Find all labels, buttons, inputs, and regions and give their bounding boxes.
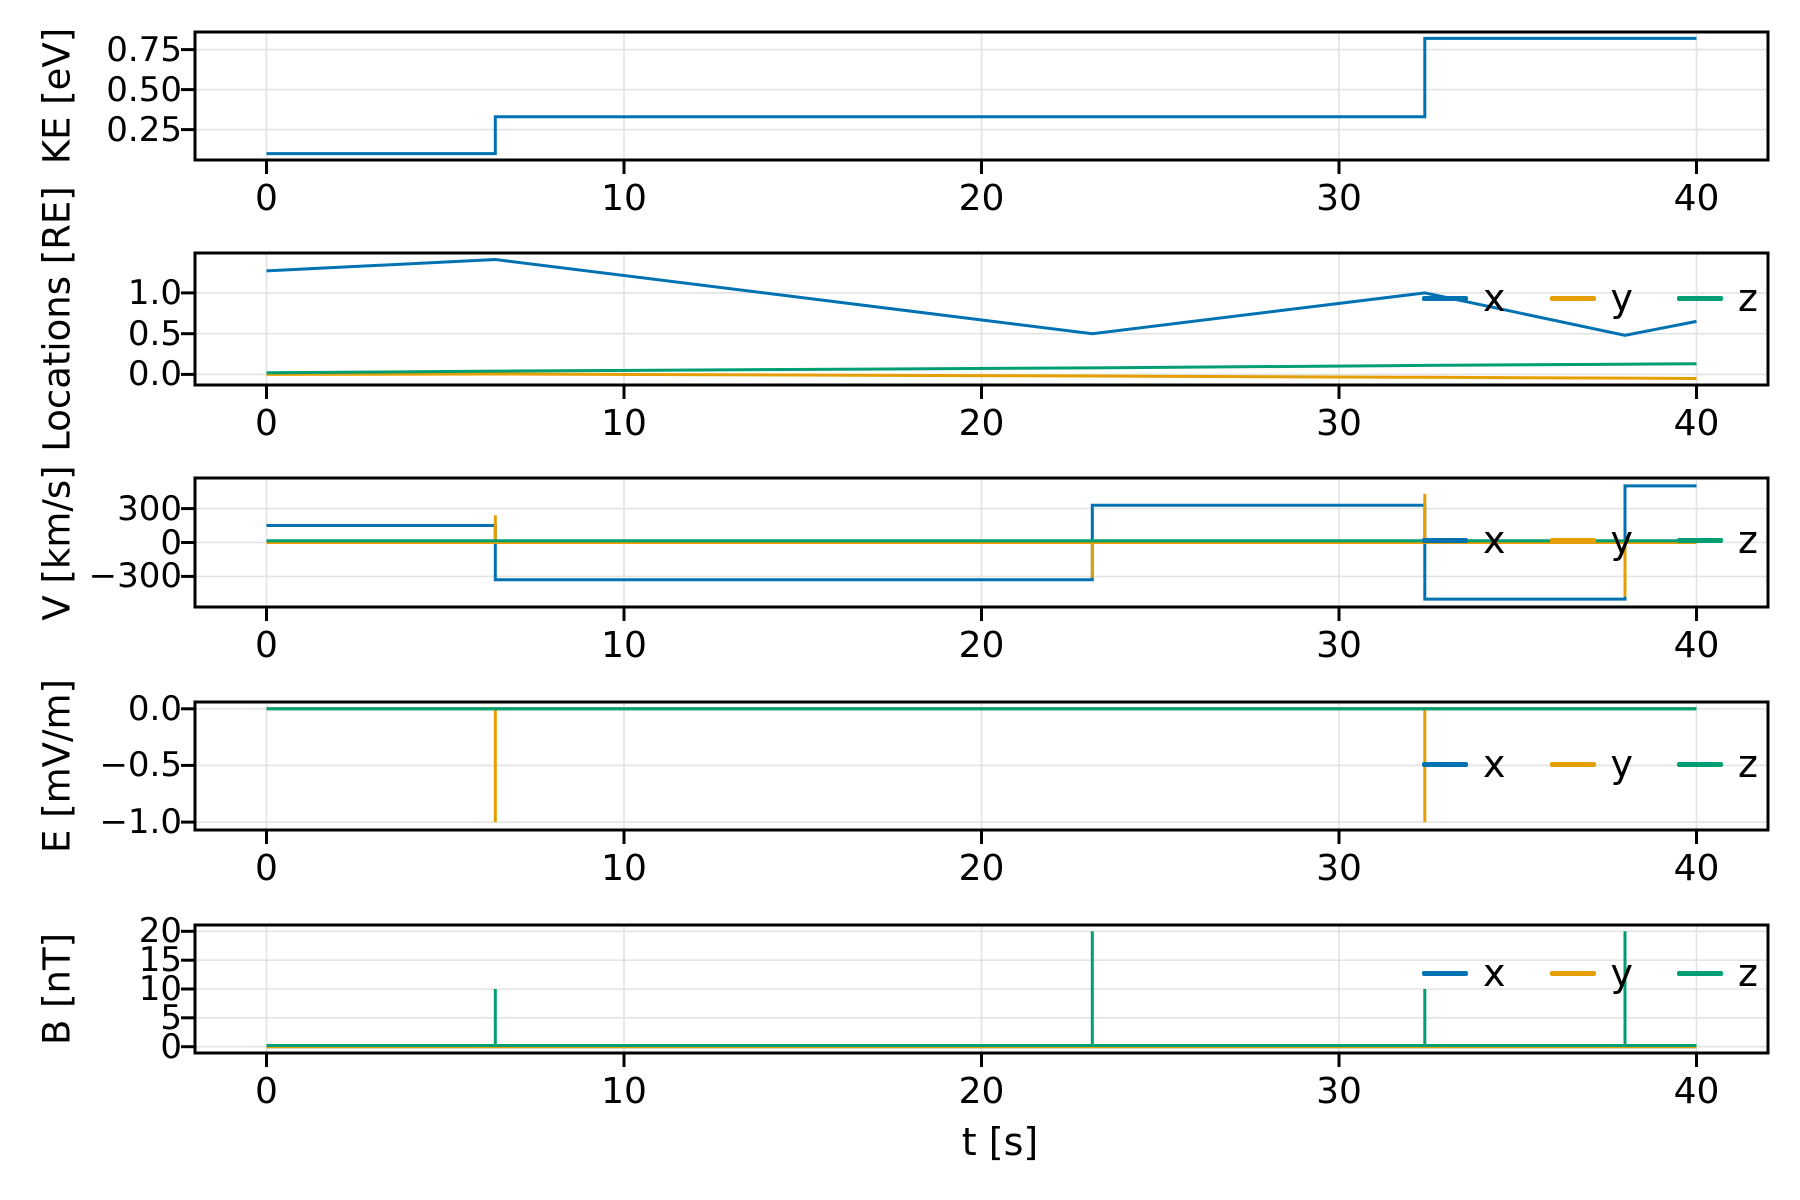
locations-legend-label-x: x xyxy=(1483,276,1506,320)
b-legend: x y z xyxy=(1422,953,1758,993)
series-x-line xyxy=(266,36,1697,156)
b-legend-label-z: z xyxy=(1738,951,1758,995)
e-legend-item-y: y xyxy=(1549,742,1634,786)
b-ytick-4: 20 xyxy=(138,911,182,952)
locations-legend-label-z: z xyxy=(1738,276,1758,320)
b-xtick-4: 40 xyxy=(1673,1071,1720,1112)
b-xtick-2: 20 xyxy=(958,1071,1005,1112)
series-y-line xyxy=(266,493,1697,597)
b-legend-label-x: x xyxy=(1483,951,1506,995)
e-legend-label-y: y xyxy=(1610,742,1634,786)
b-legend-label-y: y xyxy=(1610,951,1634,995)
ke-xtick-4: 40 xyxy=(1673,178,1720,219)
x-line-swatch-icon xyxy=(1422,295,1469,301)
ke-ytick-0: 0.25 xyxy=(106,109,182,150)
x-line-swatch-icon xyxy=(1422,761,1469,767)
locations-legend-item-z: z xyxy=(1677,278,1758,318)
ke-xtick-1: 10 xyxy=(601,178,647,219)
v-legend-label-z: z xyxy=(1738,518,1758,562)
x-line-swatch-icon xyxy=(1422,537,1469,543)
v-y-axis-label: V [km/s] xyxy=(35,464,79,621)
locations-xtick-1: 10 xyxy=(601,403,647,444)
v-legend-item-z: z xyxy=(1677,520,1758,560)
e-xtick-1: 10 xyxy=(601,848,647,889)
b-ytick-3: 15 xyxy=(138,940,182,981)
b-legend-item-y: y xyxy=(1549,951,1634,995)
y-line-swatch-icon xyxy=(1549,970,1596,976)
v-legend-label-x: x xyxy=(1483,518,1506,562)
v-legend-item-x: x xyxy=(1422,520,1506,560)
series-z-line xyxy=(266,362,1697,375)
v-ytick-0: −300 xyxy=(88,556,182,597)
ke-xtick-3: 30 xyxy=(1316,178,1362,219)
series-z-line xyxy=(266,931,1697,1047)
v-legend-item-y: y xyxy=(1549,518,1634,562)
y-line-swatch-icon xyxy=(1549,537,1596,543)
b-xtick-0: 0 xyxy=(255,1071,278,1112)
x-axis-label: t [s] xyxy=(961,1120,1039,1164)
b-legend-item-x: x xyxy=(1422,953,1506,993)
e-xtick-0: 0 xyxy=(255,848,278,889)
e-plot-area xyxy=(181,700,1770,844)
locations-xtick-3: 30 xyxy=(1316,403,1362,444)
v-legend: x y z xyxy=(1422,520,1758,560)
ke-xtick-0: 0 xyxy=(255,178,278,219)
ke-ytick-2: 0.75 xyxy=(106,29,182,70)
locations-legend-item-x: x xyxy=(1422,278,1506,318)
e-xtick-2: 20 xyxy=(958,848,1005,889)
e-xtick-3: 30 xyxy=(1316,848,1362,889)
b-ytick-0: 0 xyxy=(160,1026,182,1067)
v-xtick-4: 40 xyxy=(1673,625,1720,666)
ke-plot-area xyxy=(181,30,1770,174)
z-line-swatch-icon xyxy=(1677,295,1724,301)
locations-ytick-1: 0.5 xyxy=(127,313,182,354)
b-xtick-3: 30 xyxy=(1316,1071,1362,1112)
e-xtick-4: 40 xyxy=(1673,848,1720,889)
e-legend-item-x: x xyxy=(1422,744,1506,784)
b-ytick-1: 5 xyxy=(160,997,182,1038)
ke-ytick-1: 0.50 xyxy=(106,69,182,110)
z-line-swatch-icon xyxy=(1677,537,1724,543)
v-legend-label-y: y xyxy=(1610,518,1634,562)
e-ytick-0: −1.0 xyxy=(99,802,182,843)
ke-xtick-2: 20 xyxy=(958,178,1005,219)
v-xtick-0: 0 xyxy=(255,625,278,666)
e-y-axis-label: E [mV/m] xyxy=(35,679,79,853)
locations-legend-item-y: y xyxy=(1549,276,1634,320)
locations-plot-area xyxy=(181,251,1770,399)
b-xtick-1: 10 xyxy=(601,1071,647,1112)
ke-y-axis-label: KE [eV] xyxy=(35,27,79,165)
e-legend-item-z: z xyxy=(1677,744,1758,784)
locations-legend: x y z xyxy=(1422,278,1758,318)
locations-legend-label-y: y xyxy=(1610,276,1634,320)
e-legend: x y z xyxy=(1422,744,1758,784)
locations-xtick-4: 40 xyxy=(1673,403,1720,444)
e-legend-label-x: x xyxy=(1483,742,1506,786)
v-xtick-3: 30 xyxy=(1316,625,1362,666)
y-line-swatch-icon xyxy=(1549,761,1596,767)
locations-ytick-0: 0.0 xyxy=(127,354,182,395)
series-y-line xyxy=(266,372,1697,380)
v-xtick-2: 20 xyxy=(958,625,1005,666)
b-plot-area xyxy=(181,923,1770,1067)
z-line-swatch-icon xyxy=(1677,970,1724,976)
e-legend-label-z: z xyxy=(1738,742,1758,786)
series-x-line xyxy=(266,257,1697,337)
locations-xtick-2: 20 xyxy=(958,403,1005,444)
y-line-swatch-icon xyxy=(1549,295,1596,301)
b-ytick-2: 10 xyxy=(138,969,182,1009)
v-ytick-1: 0 xyxy=(160,522,182,563)
x-line-swatch-icon xyxy=(1422,970,1469,976)
locations-ytick-2: 1.0 xyxy=(127,272,182,313)
locations-xtick-0: 0 xyxy=(255,403,278,444)
locations-y-axis-label: Locations [RE] xyxy=(35,186,79,452)
b-y-axis-label: B [nT] xyxy=(35,932,79,1046)
v-xtick-1: 10 xyxy=(601,625,647,666)
e-ytick-2: 0.0 xyxy=(127,688,182,729)
v-ytick-2: 300 xyxy=(117,488,182,529)
b-legend-item-z: z xyxy=(1677,953,1758,993)
z-line-swatch-icon xyxy=(1677,761,1724,767)
e-ytick-1: −0.5 xyxy=(99,745,182,786)
